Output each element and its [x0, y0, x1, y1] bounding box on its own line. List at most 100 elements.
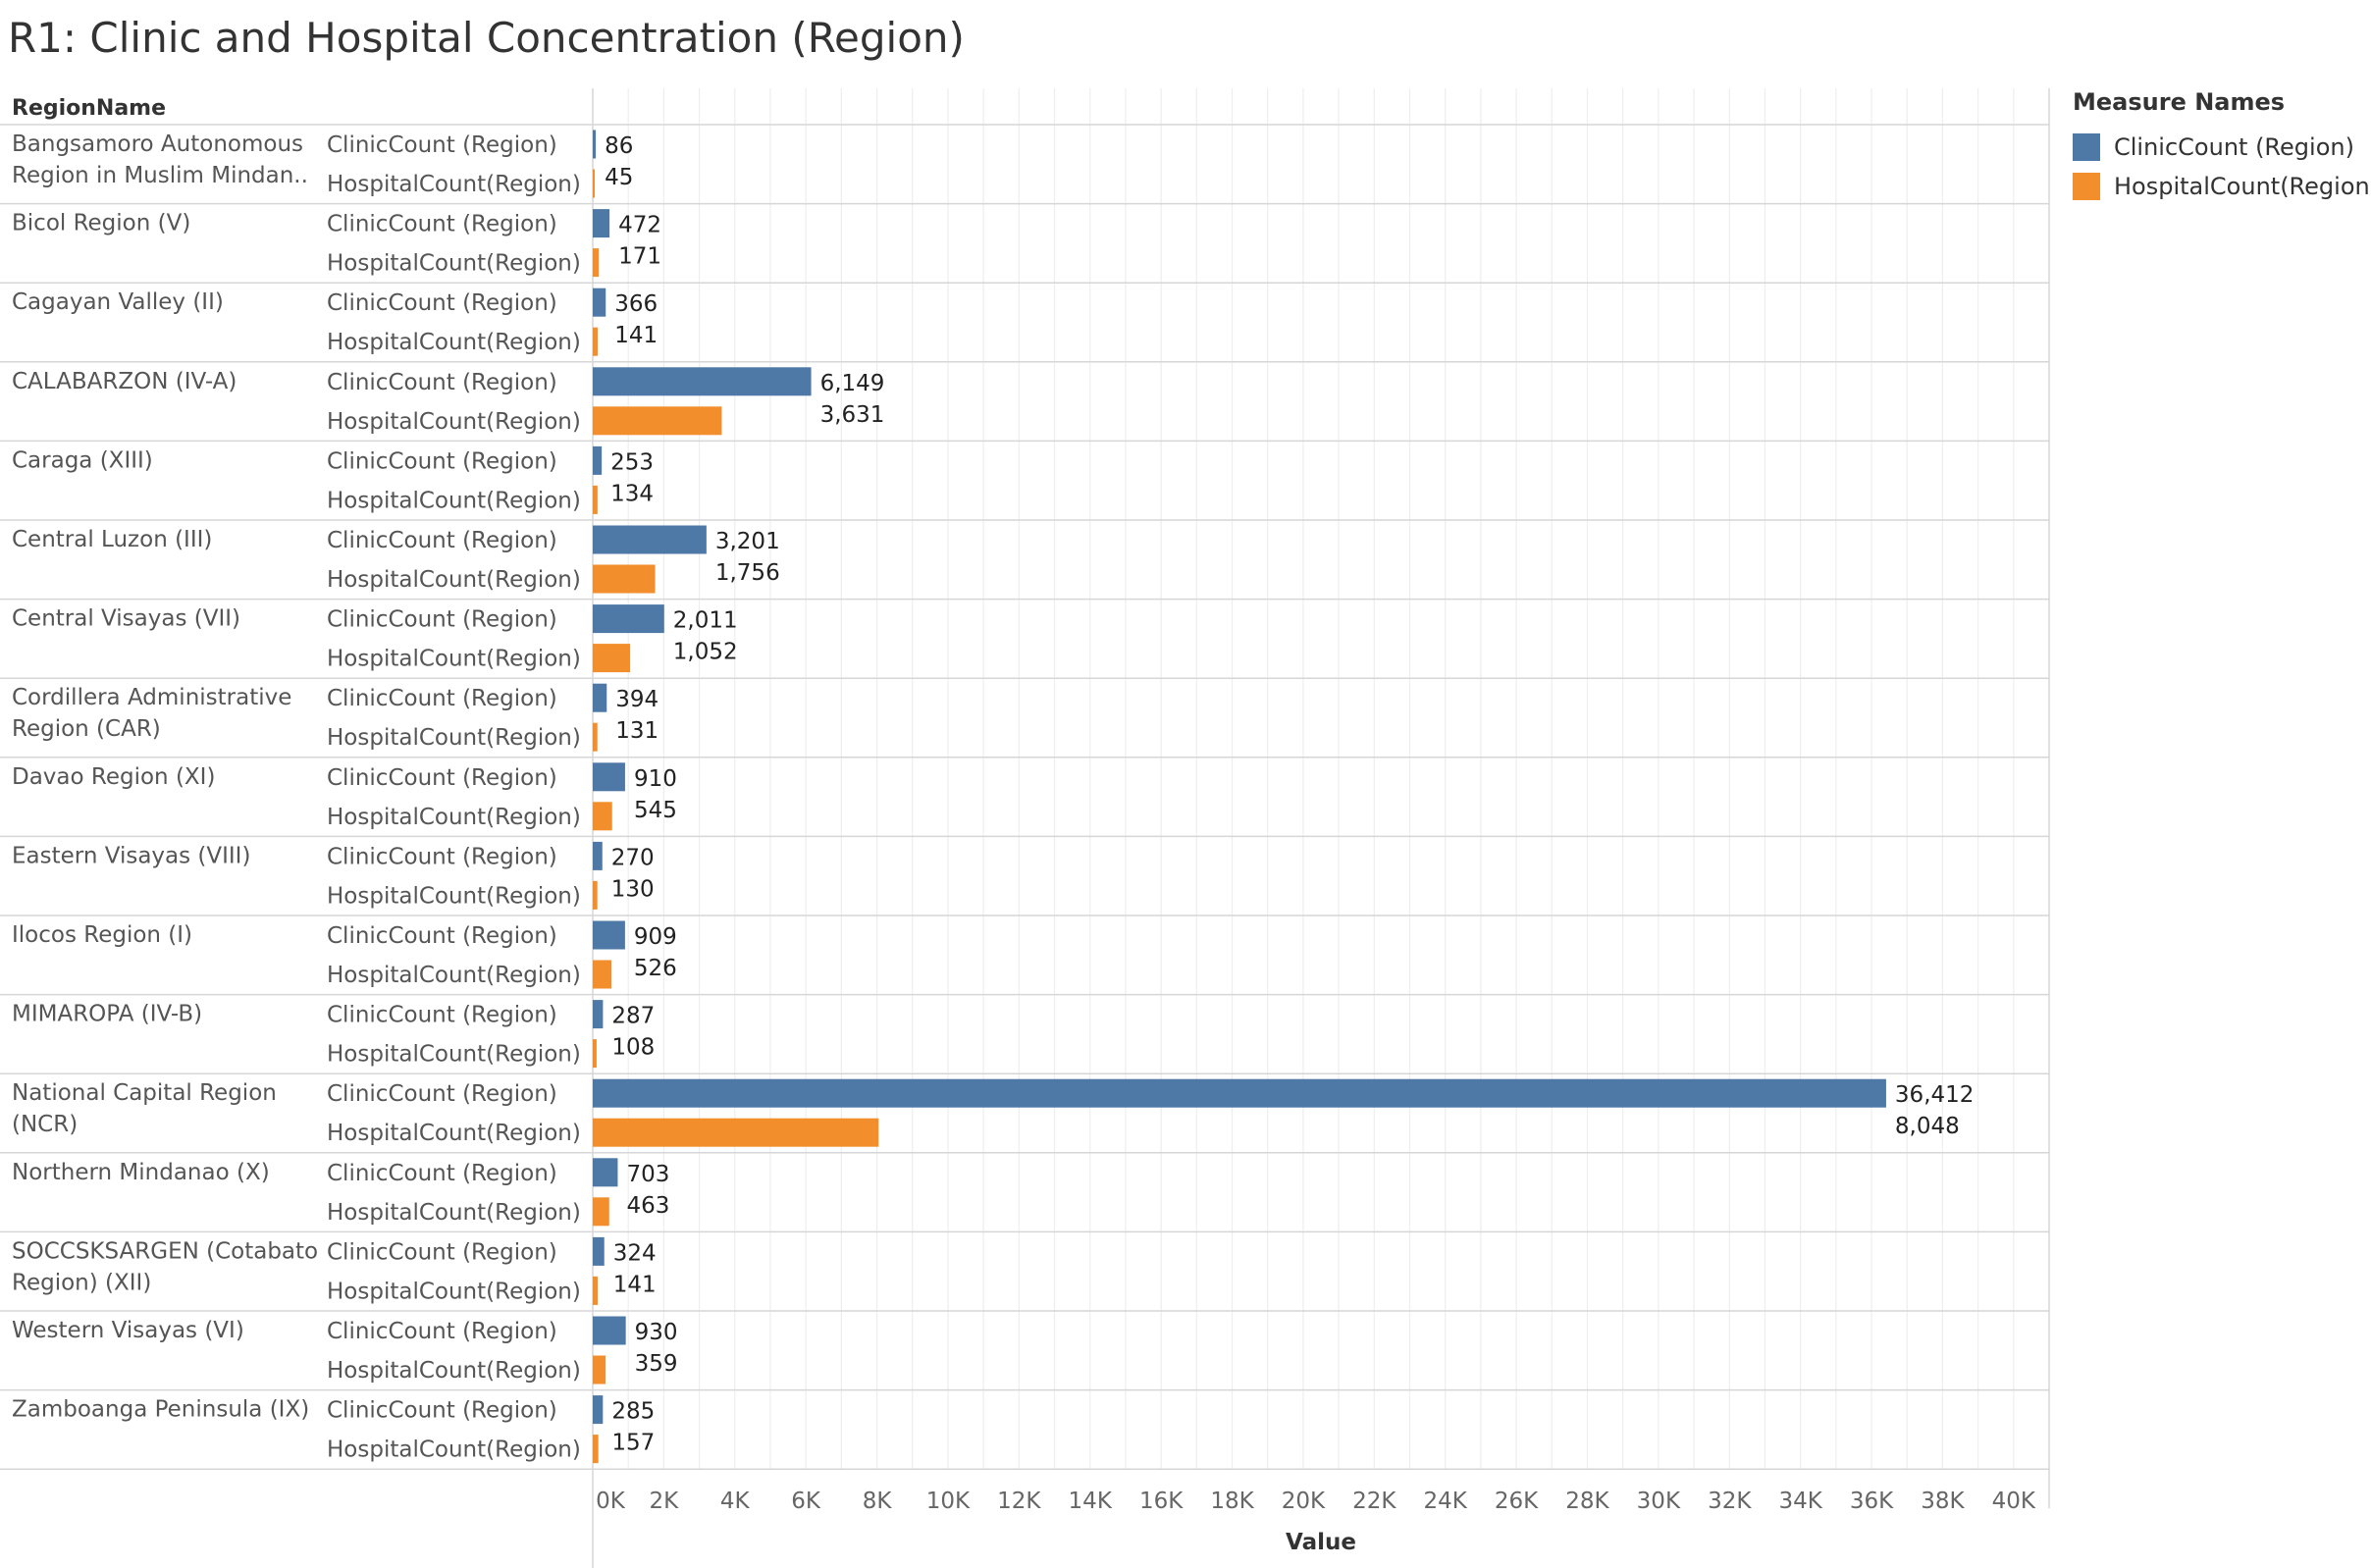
bars [593, 130, 1886, 1464]
region-label-line: Caraga (XIII) [12, 447, 153, 473]
region-label-line: Western Visayas (VI) [12, 1318, 244, 1343]
clinic-value-label: 472 [618, 213, 661, 238]
row-separators [0, 88, 2050, 1568]
x-tick-label: 2K [650, 1489, 680, 1514]
region-label-line: Ilocos Region (I) [12, 922, 192, 948]
hospital-value-label: 108 [611, 1035, 655, 1061]
clinic-bar[interactable] [593, 1316, 626, 1345]
clinic-bar[interactable] [593, 367, 812, 396]
region-label: Bangsamoro Autonomous Region in Muslim Mi… [12, 131, 308, 188]
hospital-bar[interactable] [593, 1355, 606, 1385]
hospital-bar[interactable] [593, 802, 612, 831]
clinic-bar[interactable] [593, 762, 625, 792]
region-label: Central Luzon (III) [12, 527, 212, 552]
hospital-bar[interactable] [593, 722, 598, 752]
hospital-value-label: 131 [615, 718, 659, 744]
x-tick-label: 0K [596, 1489, 626, 1514]
clinic-value-label: 910 [634, 766, 677, 792]
hospital-bar[interactable] [593, 327, 599, 356]
clinic-bar[interactable] [593, 1395, 604, 1425]
clinic-value-label: 287 [611, 1004, 655, 1029]
hospital-bar[interactable] [593, 1118, 879, 1147]
clinic-bar[interactable] [593, 130, 597, 159]
measure-label: ClinicCount (Region) [327, 370, 557, 395]
legend-label-hospital: HospitalCount(Region) [2114, 173, 2371, 200]
clinic-bar[interactable] [593, 445, 603, 475]
hospital-bar[interactable] [593, 960, 612, 989]
row-labels: Bangsamoro Autonomous Region in Muslim Mi… [12, 131, 1974, 1463]
hospital-bar[interactable] [593, 485, 598, 514]
measure-label: HospitalCount(Region) [327, 330, 581, 355]
measure-label: HospitalCount(Region) [327, 172, 581, 197]
clinic-bar[interactable] [593, 604, 664, 634]
hospital-value-label: 526 [634, 956, 677, 981]
hospital-value-label: 141 [614, 323, 658, 348]
clinic-bar[interactable] [593, 525, 707, 554]
hospital-bar[interactable] [593, 248, 600, 278]
region-label: SOCCSKSARGEN (Cotabato Region) (XII) [12, 1238, 318, 1295]
hospital-bar[interactable] [593, 644, 631, 673]
clinic-value-label: 930 [635, 1320, 678, 1345]
clinic-value-label: 270 [611, 845, 655, 870]
clinic-bar[interactable] [593, 920, 625, 950]
measure-label: ClinicCount (Region) [327, 1161, 557, 1186]
measure-label: ClinicCount (Region) [327, 448, 557, 474]
x-tick-label: 4K [720, 1489, 751, 1514]
clinic-value-label: 86 [605, 133, 633, 159]
clinic-bar[interactable] [593, 1000, 604, 1029]
measure-label: ClinicCount (Region) [327, 212, 557, 237]
hospital-value-label: 141 [613, 1272, 657, 1297]
clinic-value-label: 285 [611, 1399, 655, 1425]
region-label: CALABARZON (IV-A) [12, 369, 237, 394]
clinic-bar[interactable] [593, 1158, 618, 1187]
measure-label: ClinicCount (Region) [327, 686, 557, 711]
hospital-bar[interactable] [593, 880, 598, 910]
clinic-bar[interactable] [593, 1236, 605, 1266]
x-tick-label: 26K [1495, 1489, 1539, 1514]
region-label-line: National Capital Region [12, 1080, 277, 1106]
region-label-line: SOCCSKSARGEN (Cotabato [12, 1238, 318, 1264]
hospital-bar[interactable] [593, 1276, 599, 1305]
region-label-line: Davao Region (XI) [12, 764, 215, 790]
region-label: Cordillera Administrative Region (CAR) [12, 685, 291, 742]
clinic-value-label: 6,149 [820, 371, 885, 396]
region-label-line: Central Luzon (III) [12, 527, 212, 552]
x-tick-label: 36K [1850, 1489, 1894, 1514]
clinic-value-label: 703 [626, 1162, 669, 1187]
hospital-bar[interactable] [593, 564, 656, 594]
measure-label: HospitalCount(Region) [327, 1358, 581, 1384]
region-label: Cagayan Valley (II) [12, 289, 224, 315]
legend-label-clinic: ClinicCount (Region) [2114, 133, 2354, 161]
measure-label: ClinicCount (Region) [327, 132, 557, 158]
clinic-bar[interactable] [593, 683, 607, 712]
hospital-bar[interactable] [593, 1197, 609, 1227]
clinic-bar[interactable] [593, 287, 606, 317]
measure-label: HospitalCount(Region) [327, 1121, 581, 1146]
hospital-bar[interactable] [593, 406, 722, 436]
legend-item-clinic[interactable]: ClinicCount (Region) [2073, 128, 2367, 167]
region-label-line: Cordillera Administrative [12, 685, 291, 710]
clinic-value-label: 253 [610, 449, 654, 475]
hospital-value-label: 130 [611, 876, 655, 902]
legend-item-hospital[interactable]: HospitalCount(Region) [2073, 167, 2371, 206]
clinic-bar[interactable] [593, 1078, 1886, 1108]
measure-label: HospitalCount(Region) [327, 1200, 581, 1226]
clinic-value-label: 394 [615, 687, 659, 712]
measure-label: ClinicCount (Region) [327, 607, 557, 633]
measure-label: HospitalCount(Region) [327, 1437, 581, 1463]
region-label: Eastern Visayas (VIII) [12, 843, 250, 868]
measure-label: HospitalCount(Region) [327, 1042, 581, 1068]
region-label: Northern Mindanao (X) [12, 1160, 270, 1185]
hospital-bar[interactable] [593, 1039, 597, 1069]
clinic-bar[interactable] [593, 209, 610, 238]
region-label: Davao Region (XI) [12, 764, 215, 790]
clinic-value-label: 324 [613, 1240, 657, 1266]
clinic-bar[interactable] [593, 841, 603, 870]
hospital-bar[interactable] [593, 1435, 599, 1464]
region-label: Ilocos Region (I) [12, 922, 192, 948]
hospital-bar[interactable] [593, 169, 595, 198]
clinic-value-label: 36,412 [1895, 1082, 1974, 1108]
region-label: Central Visayas (VII) [12, 606, 240, 632]
x-axis: 0K 2K 4K 6K 8K 10K 12K 14K 16K 18K 20K 22K 24K 26K 28K… [596, 1489, 2036, 1514]
measure-label: HospitalCount(Region) [327, 488, 581, 513]
